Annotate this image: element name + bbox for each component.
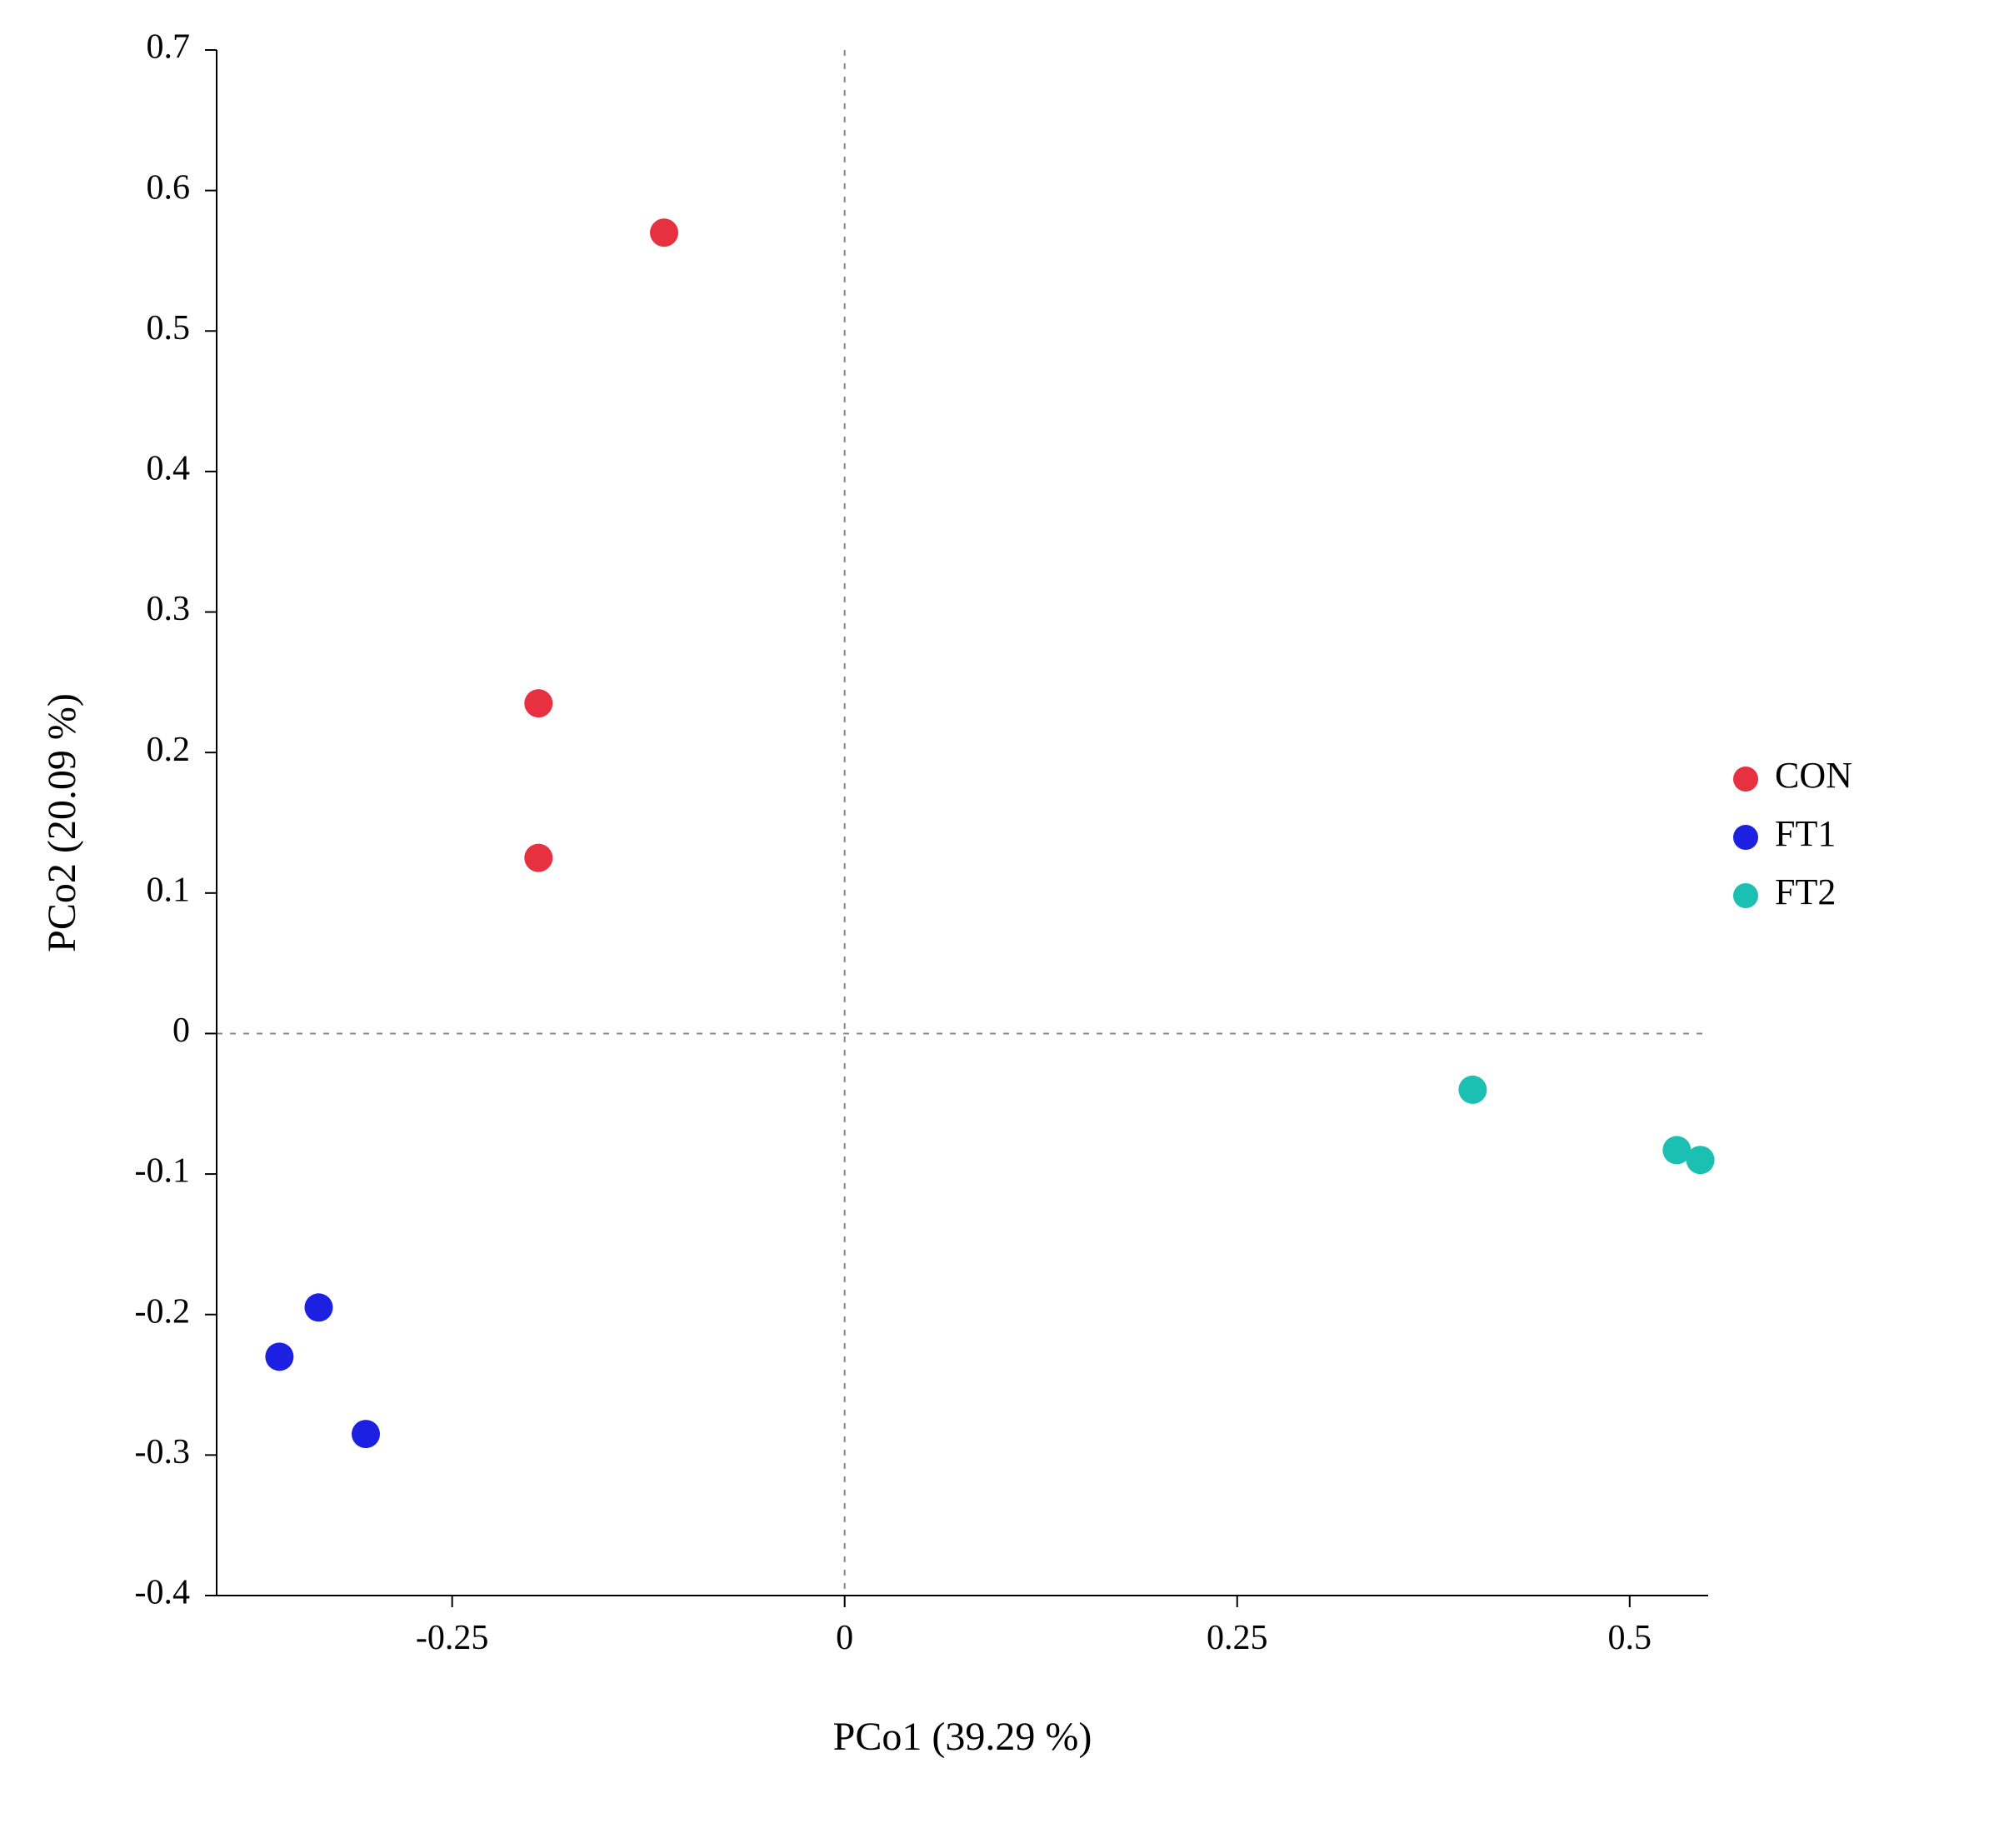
y-tick-label: -0.1 [135,1152,191,1191]
y-tick-label: 0.4 [147,450,191,488]
pcoa-scatter-chart: -0.4 -0.3 -0.2 -0.1 0 0.1 0.2 0.3 0.4 0.5 0.6 0.7 -0… [0,0,1994,1848]
y-tick-label: 0.5 [147,309,191,347]
y-tick-label: 0.1 [147,871,191,909]
legend-marker [1733,767,1758,792]
y-tick-label: -0.3 [135,1433,191,1471]
legend: CON FT1 FT2 [1733,755,1852,912]
y-tick-label: 0.2 [147,731,191,769]
y-axis-title: PCo2 (20.09 %) [40,693,84,952]
data-point [650,218,678,247]
x-axis-title: PCo1 (39.29 %) [833,1715,1092,1759]
data-point [524,689,552,717]
legend-label: FT2 [1775,872,1836,912]
x-tick-label: 0.5 [1608,1619,1652,1657]
data-point [1687,1146,1715,1174]
data-point [352,1420,380,1448]
y-tick-label: 0.3 [147,590,191,628]
x-tick-label: -0.25 [416,1619,489,1657]
legend-marker [1733,883,1758,908]
data-point [265,1342,293,1371]
y-tick-label: 0.7 [147,28,191,67]
chart-svg: -0.4 -0.3 -0.2 -0.1 0 0.1 0.2 0.3 0.4 0.5 0.6 0.7 -0… [0,0,1994,1848]
y-tick-label: 0 [172,1011,190,1050]
y-tick-label: -0.2 [135,1292,191,1331]
chart-background [0,0,1994,1848]
x-tick-label: 0.25 [1207,1619,1268,1657]
data-point [304,1293,332,1321]
legend-label: FT1 [1775,813,1836,854]
data-point [1458,1076,1487,1104]
y-tick-label: -0.4 [135,1574,191,1612]
y-tick-label: 0.6 [147,168,191,207]
data-point [524,844,552,872]
legend-label: CON [1775,755,1852,796]
x-tick-label: 0 [836,1619,853,1657]
legend-marker [1733,825,1758,850]
